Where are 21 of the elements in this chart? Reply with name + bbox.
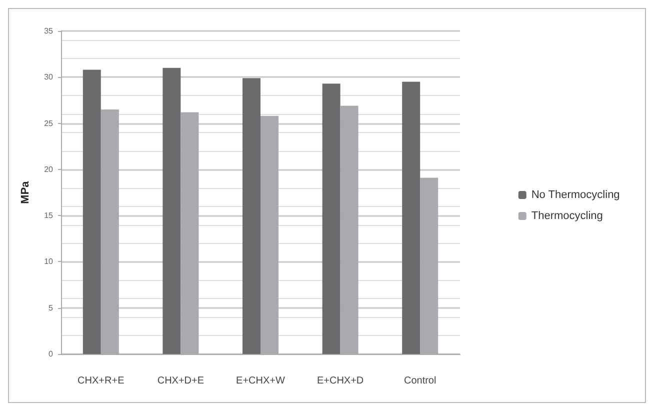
y-tick-label: 20 — [44, 164, 54, 174]
x-tick-label: Control — [404, 376, 436, 386]
y-tick-label: 0 — [48, 350, 54, 358]
y-tick-label: 15 — [44, 211, 54, 220]
x-tick-label: E+CHX+W — [236, 376, 286, 386]
y-tick-label: 5 — [48, 303, 54, 312]
bar — [162, 68, 181, 354]
bar — [82, 70, 101, 354]
x-tick-label: CHX+D+E — [157, 376, 204, 386]
y-tick-label: 10 — [44, 257, 54, 266]
bar — [322, 84, 340, 354]
bar — [242, 78, 260, 354]
y-tick-label: 35 — [44, 26, 54, 36]
x-tick-label: E+CHX+D — [316, 376, 364, 386]
bar — [402, 82, 420, 354]
legend-label: No Thermocycling — [531, 189, 620, 201]
x-tick-label: CHX+R+E — [78, 376, 125, 386]
legend-label: Thermocycling — [531, 210, 603, 222]
y-axis-title: MPa — [20, 180, 32, 204]
y-tick-label: 25 — [44, 118, 54, 128]
y-tick-label: 30 — [44, 72, 54, 82]
